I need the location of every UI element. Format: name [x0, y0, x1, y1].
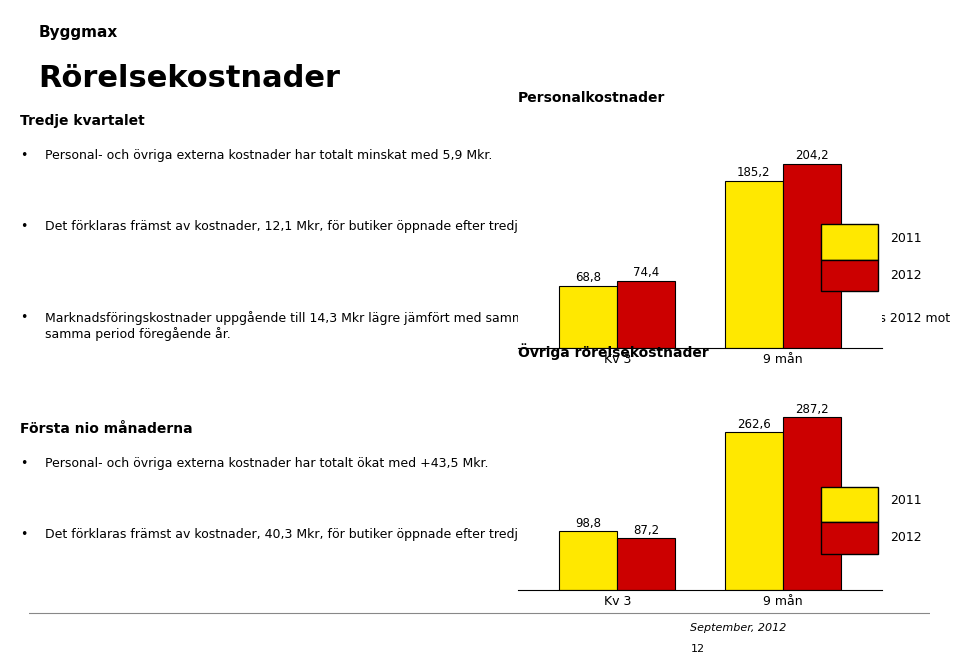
Text: Personal- och övriga externa kostnader har totalt ökat med +43,5 Mkr.: Personal- och övriga externa kostnader h…	[45, 457, 488, 470]
Text: •: •	[20, 310, 27, 323]
Bar	[559, 286, 618, 348]
Bar	[618, 538, 675, 590]
FancyBboxPatch shape	[821, 224, 878, 260]
Text: 87,2: 87,2	[633, 523, 659, 537]
Bar	[783, 417, 841, 590]
Text: 204,2: 204,2	[795, 149, 829, 162]
Text: 2011: 2011	[890, 495, 922, 508]
Text: Det förklaras främst av kostnader, 12,1 Mkr, för butiker öppnade efter tredje kv: Det förklaras främst av kostnader, 12,1 …	[45, 220, 625, 233]
Text: 12: 12	[690, 644, 705, 654]
Text: •: •	[20, 220, 27, 233]
Text: 262,6: 262,6	[737, 418, 771, 431]
FancyBboxPatch shape	[821, 487, 878, 522]
Text: •: •	[20, 457, 27, 470]
Text: Marknadsföringskostnader uppgående till 14,3 Mkr lägre jämfört med samma period : Marknadsföringskostnader uppgående till …	[45, 310, 950, 340]
Text: Personalkostnader: Personalkostnader	[518, 91, 666, 104]
Text: •: •	[20, 149, 27, 162]
Text: Första nio månaderna: Första nio månaderna	[20, 422, 193, 436]
Text: 68,8: 68,8	[575, 271, 601, 284]
Text: September, 2012: September, 2012	[690, 623, 786, 634]
Text: Personal- och övriga externa kostnader har totalt minskat med 5,9 Mkr.: Personal- och övriga externa kostnader h…	[45, 149, 492, 162]
Text: 2011: 2011	[890, 232, 922, 245]
Text: 185,2: 185,2	[737, 166, 771, 179]
Text: •: •	[20, 528, 27, 541]
Text: 74,4: 74,4	[633, 266, 660, 279]
FancyBboxPatch shape	[821, 260, 878, 291]
Bar	[783, 164, 841, 348]
Text: Tredje kvartalet: Tredje kvartalet	[20, 113, 145, 127]
Text: Byggmax: Byggmax	[38, 24, 118, 39]
Text: 2012: 2012	[890, 269, 922, 282]
Text: Övriga rörelsekostnader: Övriga rörelsekostnader	[518, 344, 709, 360]
FancyBboxPatch shape	[821, 522, 878, 554]
Text: 2012: 2012	[890, 531, 922, 544]
Text: 98,8: 98,8	[575, 517, 601, 529]
Bar	[725, 432, 783, 590]
Bar	[618, 281, 675, 348]
Text: Rörelsekostnader: Rörelsekostnader	[38, 64, 340, 93]
Bar	[559, 531, 618, 590]
Text: 287,2: 287,2	[795, 403, 829, 416]
Bar	[725, 181, 783, 348]
Text: Det förklaras främst av kostnader, 40,3 Mkr, för butiker öppnade efter tredje kv: Det förklaras främst av kostnader, 40,3 …	[45, 528, 625, 541]
